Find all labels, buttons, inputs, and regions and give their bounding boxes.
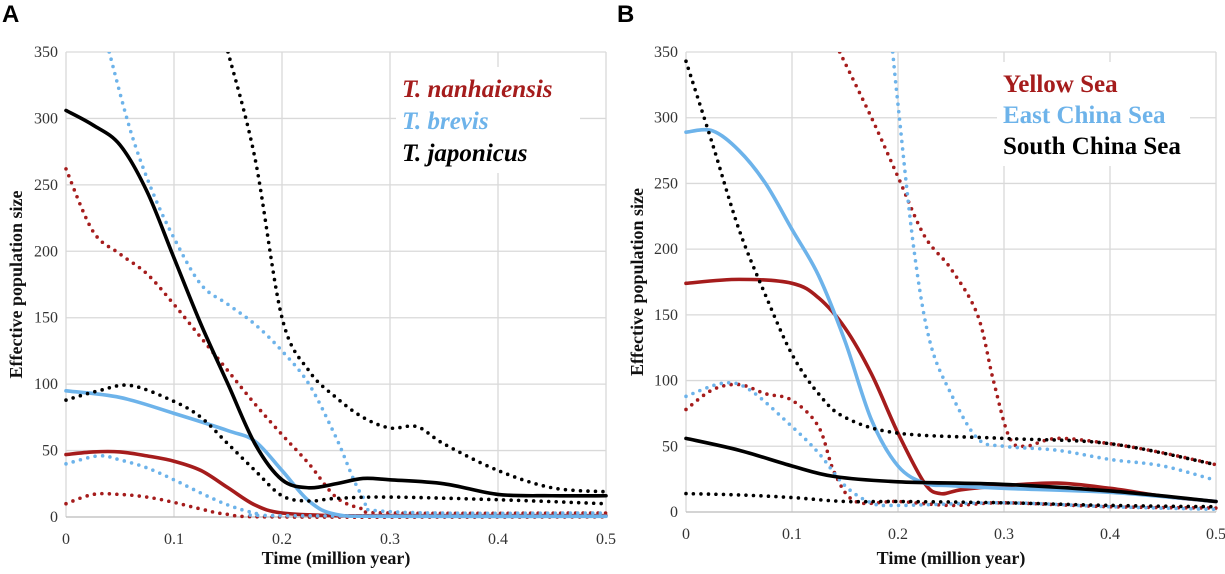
panel-b: B 0 50 100 150 200 250 300 350 0 0.1 0.2 0.3 0.4 0.5 Ti… [617,1,1225,569]
y-tick-label: 0 [670,504,678,521]
y-tick-label: 100 [654,373,678,390]
x-tick-label: 0.2 [272,531,292,548]
y-tick-label: 50 [42,443,58,460]
x-tick-label: 0.4 [488,531,508,548]
y-tick-label: 350 [34,44,58,61]
y-tick-label: 250 [34,177,58,194]
y-tick-label: 300 [654,110,678,127]
legend-background [396,67,580,173]
series-group [64,52,608,519]
series-line-t-brevis-upper [107,52,608,516]
series-line-south-china-sea [684,436,1218,504]
panel-label: A [2,1,19,28]
series-line-t-brevis [64,388,608,519]
x-tick-label: 0.1 [164,531,184,548]
y-tick-label: 250 [654,175,678,192]
x-axis-label: Time (million year) [877,548,1026,569]
series-line-t-japonicus [64,108,608,498]
y-axis-label: Effective population size [627,188,647,376]
x-tick-label: 0.4 [1100,526,1120,543]
x-tick-label: 0.2 [888,526,908,543]
legend-entry: T. brevis [402,108,489,135]
series-line-south-china-sea-lower [684,491,1218,509]
y-tick-label: 150 [34,310,58,327]
legend-background [997,62,1190,166]
panel-label: B [617,1,634,28]
series-line-east-china-sea [684,127,1218,504]
x-tick-label: 0.1 [782,526,802,543]
x-tick-label: 0.5 [1206,526,1225,543]
x-tick-label: 0.3 [380,531,400,548]
y-tick-label: 50 [662,438,678,455]
y-tick-label: 200 [34,243,58,260]
y-tick-label: 100 [34,376,58,393]
series-line-t-brevis-lower [64,453,608,519]
series-line-yellow-sea-upper [837,52,1218,467]
x-tick-label: 0 [682,526,690,543]
legend-entry: South China Sea [1003,133,1181,160]
panel-a: A 0 50 100 150 200 250 300 350 0 0.1 0.2 0.3 0.4 0.5 Ti… [2,1,616,569]
y-axis-label: Effective population size [6,191,26,379]
legend-entry: T. nanhaiensis [402,76,553,103]
series-line-south-china-sea-upper [684,59,1218,467]
y-tick-label: 0 [50,509,58,526]
y-tick-label: 350 [654,44,678,61]
series-line-yellow-sea-lower [684,382,1218,510]
y-tick-label: 200 [654,241,678,258]
y-tick-label: 150 [654,307,678,324]
x-tick-label: 0.3 [994,526,1014,543]
y-tick-label: 300 [34,110,58,127]
x-tick-label: 0 [62,531,70,548]
legend-entry: T. japonicus [402,140,528,167]
series-line-t-japonicus-lower [64,383,608,506]
legend-entry: East China Sea [1003,102,1166,129]
series-line-east-china-sea-upper [890,52,1218,483]
series-line-t-japonicus-upper [226,52,608,494]
series-line-t-nanhaiensis-upper [64,167,608,516]
legend-entry: Yellow Sea [1003,71,1118,98]
x-tick-label: 0.5 [596,531,616,548]
x-axis-label: Time (million year) [262,548,411,569]
series-group [684,52,1218,512]
